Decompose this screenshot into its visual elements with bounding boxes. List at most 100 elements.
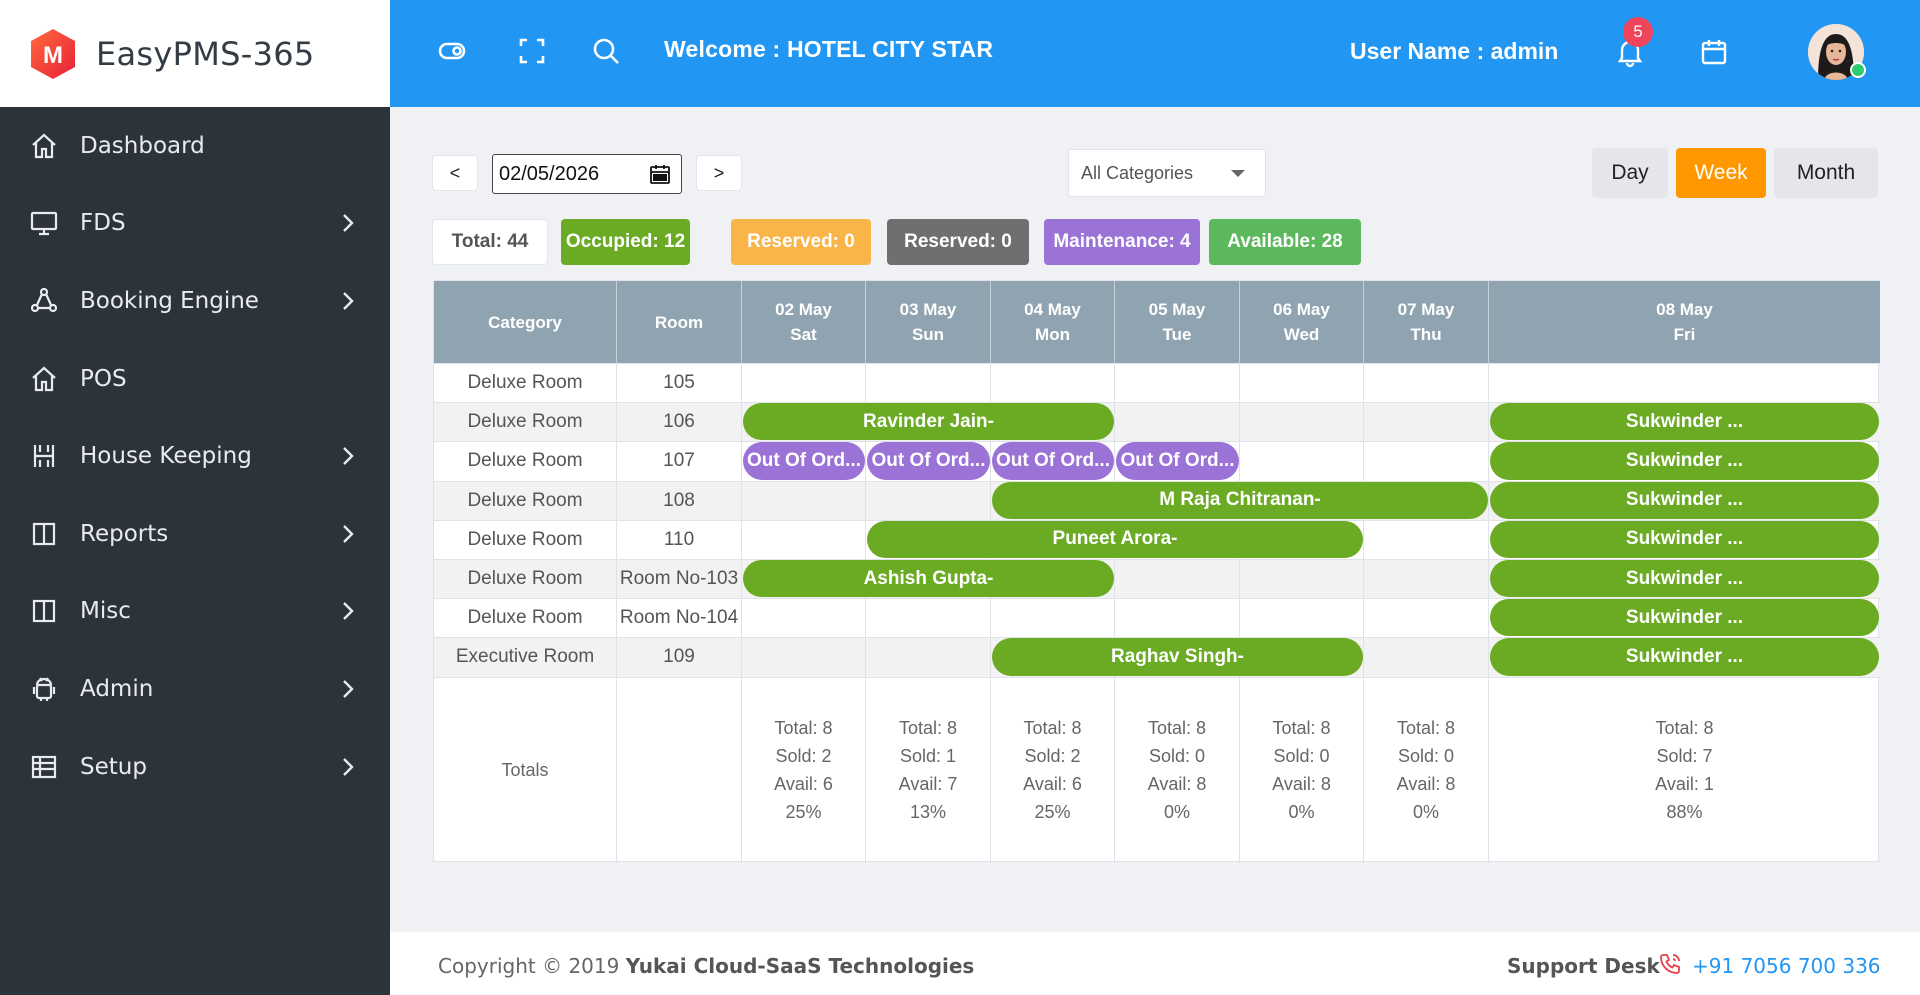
day-cell[interactable] <box>742 520 866 559</box>
view-week-button[interactable]: Week <box>1676 148 1766 198</box>
day-cell[interactable] <box>1115 560 1240 599</box>
header-day-weekday: Sat <box>790 325 817 344</box>
totals-day-cell: Total: 8 Sold: 0 Avail: 8 0% <box>1240 677 1364 863</box>
sidebar-item-booking-engine[interactable]: Booking Engine <box>0 262 390 340</box>
day-cell[interactable] <box>866 364 991 403</box>
booking-bar[interactable]: Sukwinder ... <box>1490 638 1879 676</box>
sidebar-item-label: Admin <box>80 675 154 702</box>
day-cell[interactable] <box>1240 599 1364 638</box>
next-button[interactable]: > <box>696 155 742 191</box>
header-day: 06 May Wed <box>1240 281 1364 363</box>
day-cell[interactable] <box>1115 403 1240 442</box>
day-cell[interactable] <box>742 364 866 403</box>
day-cell[interactable] <box>1364 481 1489 520</box>
booking-bar[interactable]: M Raja Chitranan- <box>992 481 1488 519</box>
maintenance-block[interactable]: Out Of Ord... <box>1116 442 1239 480</box>
day-cell[interactable] <box>991 364 1115 403</box>
booking-bar[interactable]: Ravinder Jain- <box>743 403 1114 441</box>
prev-button[interactable]: < <box>432 155 478 191</box>
day-cell[interactable] <box>1115 599 1240 638</box>
day-cell[interactable] <box>866 442 991 481</box>
room-category-cell: Deluxe Room <box>434 364 617 403</box>
footer: Copyright © 2019 Yukai Cloud-SaaS Techno… <box>390 932 1920 995</box>
calendar-icon[interactable] <box>1696 34 1732 70</box>
view-day-button[interactable]: Day <box>1592 148 1668 198</box>
day-cell[interactable] <box>1489 364 1880 402</box>
day-cell[interactable] <box>1364 364 1489 403</box>
chevron-right-icon <box>338 756 358 778</box>
view-month-button[interactable]: Month <box>1774 148 1878 198</box>
totals-total: Total: 8 <box>1396 718 1456 739</box>
day-cell[interactable] <box>742 638 866 677</box>
brand[interactable]: M EasyPMS-365 <box>0 0 390 107</box>
day-cell[interactable] <box>1240 560 1364 599</box>
date-input[interactable]: 02/05/2026 <box>492 154 682 194</box>
totals-day-cell: Total: 8 Sold: 2 Avail: 6 25% <box>991 677 1115 863</box>
sidebar-item-fds[interactable]: FDS <box>0 185 390 263</box>
avatar[interactable] <box>1808 24 1864 80</box>
support-phone[interactable]: +91 7056 700 336 <box>1692 954 1881 978</box>
chevron-down-icon <box>1231 170 1245 177</box>
day-cell[interactable] <box>991 442 1115 481</box>
sidebar-item-misc[interactable]: Misc <box>0 573 390 651</box>
fullscreen-icon[interactable] <box>514 33 550 69</box>
booking-bar[interactable]: Sukwinder ... <box>1490 599 1879 637</box>
booking-bar[interactable]: Sukwinder ... <box>1490 560 1879 598</box>
day-cell[interactable] <box>1364 599 1489 638</box>
booking-bar[interactable]: Raghav Singh- <box>992 638 1363 676</box>
day-cell[interactable] <box>991 599 1115 638</box>
stat-occupied: Occupied: 12 <box>561 219 690 265</box>
totals-total: Total: 8 <box>1147 718 1207 739</box>
totals-pct: 13% <box>909 802 947 823</box>
totals-sold: Sold: 2 <box>775 746 832 767</box>
sidebar-item-setup[interactable]: Setup <box>0 728 390 806</box>
totals-pct: 25% <box>1034 802 1071 823</box>
day-cell[interactable] <box>991 560 1115 599</box>
day-cell[interactable] <box>1115 442 1240 481</box>
maintenance-block[interactable]: Out Of Ord... <box>992 442 1114 480</box>
stat-maintenance: Maintenance: 4 <box>1044 219 1200 265</box>
totals-room-cell <box>617 677 742 863</box>
day-cell[interactable] <box>866 481 991 520</box>
booking-bar[interactable]: Sukwinder ... <box>1490 520 1879 558</box>
header-room: Room <box>617 281 742 363</box>
booking-bar[interactable]: Sukwinder ... <box>1490 442 1879 480</box>
day-cell[interactable] <box>1240 442 1364 481</box>
day-cell[interactable] <box>1364 638 1489 677</box>
sidebar-item-dashboard[interactable]: Dashboard <box>0 107 390 185</box>
day-cell[interactable] <box>866 599 991 638</box>
day-cell[interactable] <box>1364 442 1489 481</box>
day-cell[interactable] <box>991 403 1115 442</box>
day-cell[interactable] <box>866 638 991 677</box>
day-cell[interactable] <box>1240 638 1364 677</box>
day-cell[interactable] <box>1240 403 1364 442</box>
sidebar-item-house-keeping[interactable]: House Keeping <box>0 417 390 495</box>
sidebar-item-pos[interactable]: POS <box>0 340 390 418</box>
sidebar-item-reports[interactable]: Reports <box>0 495 390 573</box>
booking-bar[interactable]: Sukwinder ... <box>1490 403 1879 441</box>
day-cell[interactable] <box>1364 403 1489 442</box>
category-select[interactable]: All Categories <box>1068 149 1266 197</box>
eye-toggle-icon[interactable] <box>434 33 470 69</box>
day-cell[interactable] <box>742 442 866 481</box>
sidebar-item-label: Dashboard <box>80 132 205 159</box>
booking-bar[interactable]: Sukwinder ... <box>1490 481 1879 519</box>
day-cell[interactable] <box>1364 520 1489 559</box>
day-cell[interactable] <box>1240 364 1364 403</box>
maintenance-block[interactable]: Out Of Ord... <box>743 442 865 480</box>
day-cell[interactable] <box>742 481 866 520</box>
booking-bar[interactable]: Puneet Arora- <box>867 520 1363 558</box>
day-cell[interactable] <box>1115 364 1240 403</box>
brand-name: EasyPMS-365 <box>96 34 315 73</box>
day-cell[interactable] <box>742 599 866 638</box>
day-cell[interactable] <box>1240 520 1364 559</box>
search-icon[interactable] <box>588 33 624 69</box>
copyright: Copyright © 2019 Yukai Cloud-SaaS Techno… <box>438 954 974 978</box>
sidebar-item-admin[interactable]: Admin <box>0 650 390 728</box>
maintenance-block[interactable]: Out Of Ord... <box>867 442 990 480</box>
room-number-cell: Room No-104 <box>617 599 742 638</box>
calendar-picker-icon[interactable] <box>649 163 671 185</box>
booking-bar[interactable]: Ashish Gupta- <box>743 560 1114 598</box>
sidebar-item-label: POS <box>80 365 127 392</box>
day-cell[interactable] <box>1364 560 1489 599</box>
